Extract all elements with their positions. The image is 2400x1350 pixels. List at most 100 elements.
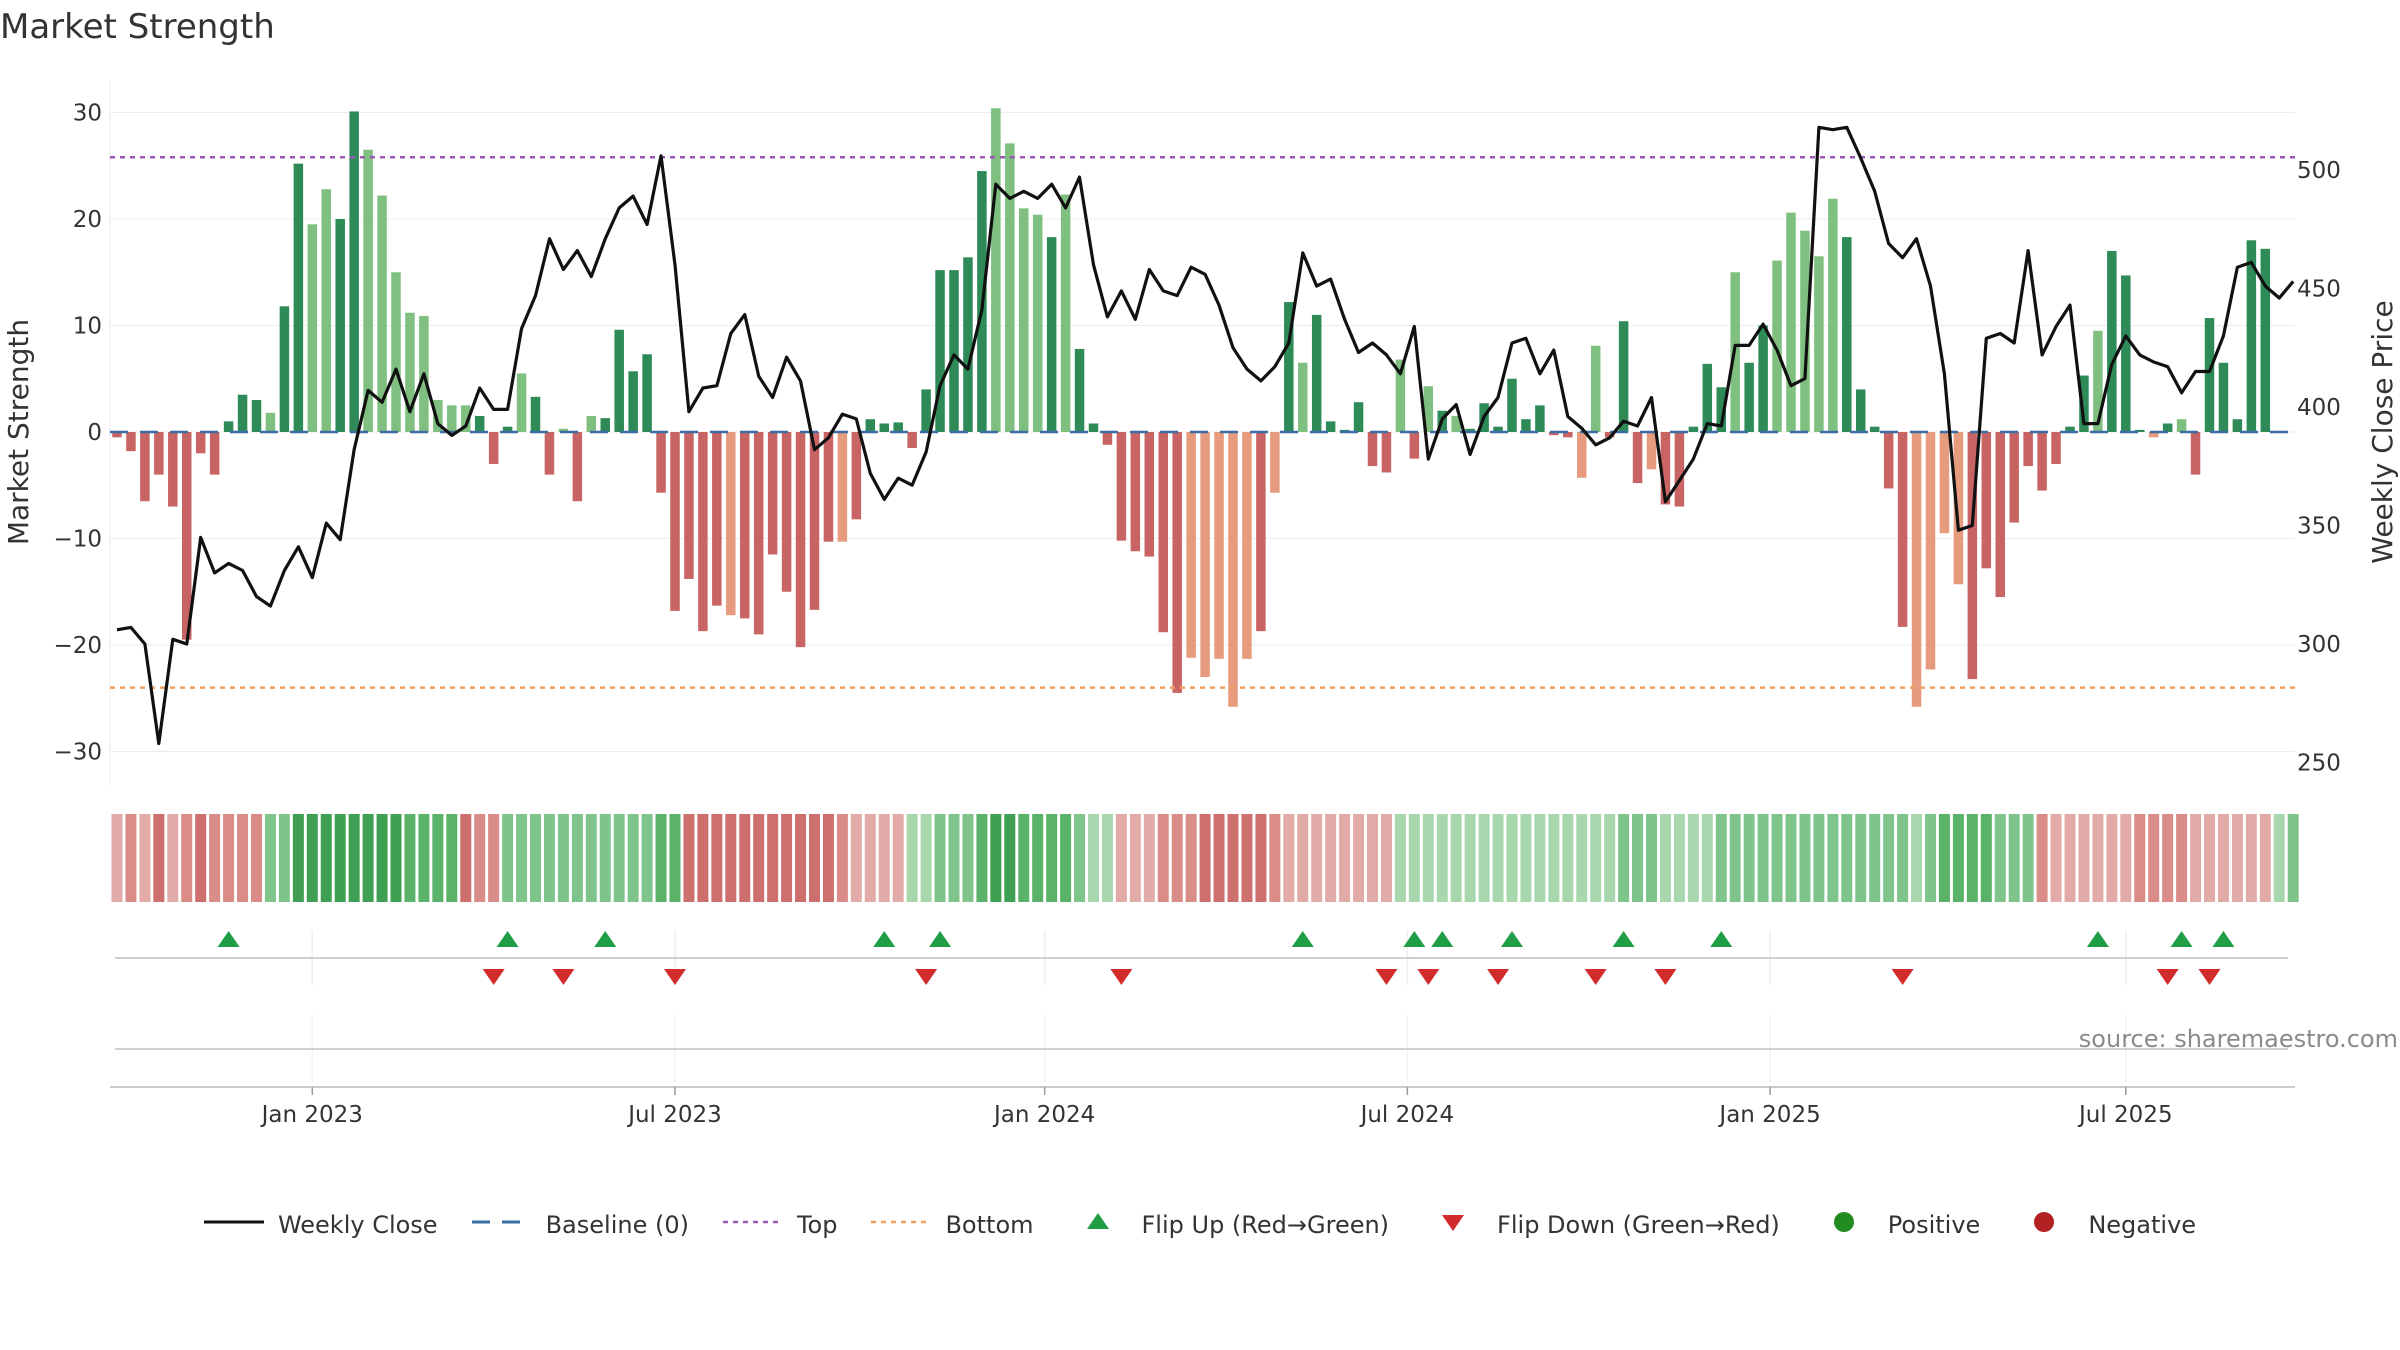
heat-cell xyxy=(1492,814,1504,902)
strength-bar xyxy=(182,432,192,640)
strength-bar xyxy=(2204,318,2215,432)
heat-cell xyxy=(530,814,541,902)
heat-cell xyxy=(1618,814,1630,902)
strength-bar xyxy=(195,432,206,454)
strength-bar xyxy=(907,432,917,448)
strength-bar xyxy=(1311,314,1322,432)
heat-cell xyxy=(1143,814,1155,902)
heat-cell xyxy=(223,814,235,902)
heat-cell xyxy=(1422,814,1434,902)
strength-bar xyxy=(935,270,945,432)
strength-bar xyxy=(1228,432,1238,707)
flip-up-marker xyxy=(217,931,240,947)
y-tick-label: 20 xyxy=(73,207,102,233)
heat-cell xyxy=(1883,814,1895,902)
strength-bar xyxy=(2162,423,2173,432)
strength-bar xyxy=(1674,432,1685,507)
legend-weekly-close-label: Weekly Close xyxy=(277,1211,438,1239)
strength-bar xyxy=(1284,302,1294,432)
heat-cell xyxy=(1757,814,1769,902)
heat-cell xyxy=(2217,814,2229,902)
heat-cell xyxy=(571,814,583,902)
heat-cell xyxy=(1534,814,1546,902)
strength-bar xyxy=(2135,429,2145,432)
strength-bar xyxy=(781,432,792,592)
x-tick-label: Jul 2024 xyxy=(1359,1102,1455,1128)
heat-cell xyxy=(1464,814,1476,902)
x-tick-label: Jan 2023 xyxy=(260,1102,363,1128)
strength-bar xyxy=(1116,432,1127,541)
strength-bar xyxy=(2232,419,2243,432)
heat-strip xyxy=(111,814,2299,902)
heat-cell xyxy=(739,814,751,902)
heat-cell xyxy=(237,814,249,902)
heat-cell xyxy=(1339,814,1351,902)
strength-bar xyxy=(1270,432,1280,493)
strength-bar xyxy=(865,419,876,432)
legend-top-label: Top xyxy=(796,1211,838,1239)
heat-cell xyxy=(2204,814,2215,902)
heat-cell xyxy=(1743,814,1755,902)
heat-cell xyxy=(2162,814,2174,902)
heat-cell xyxy=(390,814,402,902)
strength-bar xyxy=(1869,426,1880,432)
y2-tick-label: 300 xyxy=(2297,632,2341,658)
flip-up-marker xyxy=(1612,931,1635,947)
flip-up-marker xyxy=(1403,931,1426,947)
heat-cell xyxy=(418,814,430,902)
flip-down-marker xyxy=(1417,969,1440,985)
y-tick-label: 0 xyxy=(87,420,102,446)
strength-bar xyxy=(2051,432,2061,464)
heat-cell xyxy=(1074,814,1086,902)
flip-down-marker xyxy=(2156,969,2179,985)
strength-bar xyxy=(251,400,262,432)
strength-bar xyxy=(154,432,164,475)
strength-bar xyxy=(461,405,471,432)
heat-cell xyxy=(1394,814,1406,902)
strength-bar xyxy=(1590,345,1601,432)
legend-flip-down-label: Flip Down (Green→Red) xyxy=(1497,1211,1780,1239)
flip-down-marker xyxy=(664,969,686,985)
legend-negative: Negative xyxy=(2010,1210,2200,1240)
strength-bar xyxy=(586,416,597,432)
y2-axis-label: Weekly Close Price xyxy=(2366,300,2399,563)
heat-cell xyxy=(1548,814,1560,902)
heat-cell xyxy=(1925,814,1936,902)
strength-bar xyxy=(1172,432,1182,693)
strength-bar xyxy=(2009,432,2019,523)
heat-cell xyxy=(348,814,360,902)
strength-bar xyxy=(2176,419,2187,432)
heat-cell xyxy=(404,814,416,902)
heat-cell xyxy=(1980,814,1992,902)
heat-cell xyxy=(1380,814,1392,902)
heat-cell xyxy=(2092,814,2104,902)
heat-cell xyxy=(1199,814,1211,902)
legend-flip-up: Flip Up (Red→Green) xyxy=(1064,1210,1394,1240)
source-text: source: sharemaestro.com xyxy=(2079,1025,2398,1053)
flip-down-marker xyxy=(1487,969,1510,985)
heat-cell xyxy=(2134,814,2146,902)
legend-negative-swatch xyxy=(2014,1210,2074,1240)
strength-bar xyxy=(307,224,318,432)
x-tick-label: Jan 2025 xyxy=(1717,1102,1820,1128)
flip-up-marker xyxy=(1501,931,1523,947)
heat-cell xyxy=(432,814,444,902)
strength-bar xyxy=(1130,432,1141,552)
flip-up-marker xyxy=(496,931,519,947)
strength-bar xyxy=(1005,143,1015,432)
heat-cell xyxy=(1269,814,1281,902)
heat-cell xyxy=(1952,814,1964,902)
strength-bar xyxy=(405,312,415,432)
flip-up-marker xyxy=(1710,931,1733,947)
flip-up-marker xyxy=(929,931,952,947)
strength-bar xyxy=(1535,405,1545,432)
heat-cell xyxy=(753,814,765,902)
strength-bar xyxy=(600,418,610,432)
heat-cell xyxy=(1060,814,1072,902)
heat-cell xyxy=(809,814,820,902)
strength-bar xyxy=(1507,378,1517,432)
heat-cell xyxy=(948,814,960,902)
weekly-close-line xyxy=(116,125,2295,746)
strength-bar xyxy=(1325,421,1336,432)
strength-bar xyxy=(488,432,499,464)
